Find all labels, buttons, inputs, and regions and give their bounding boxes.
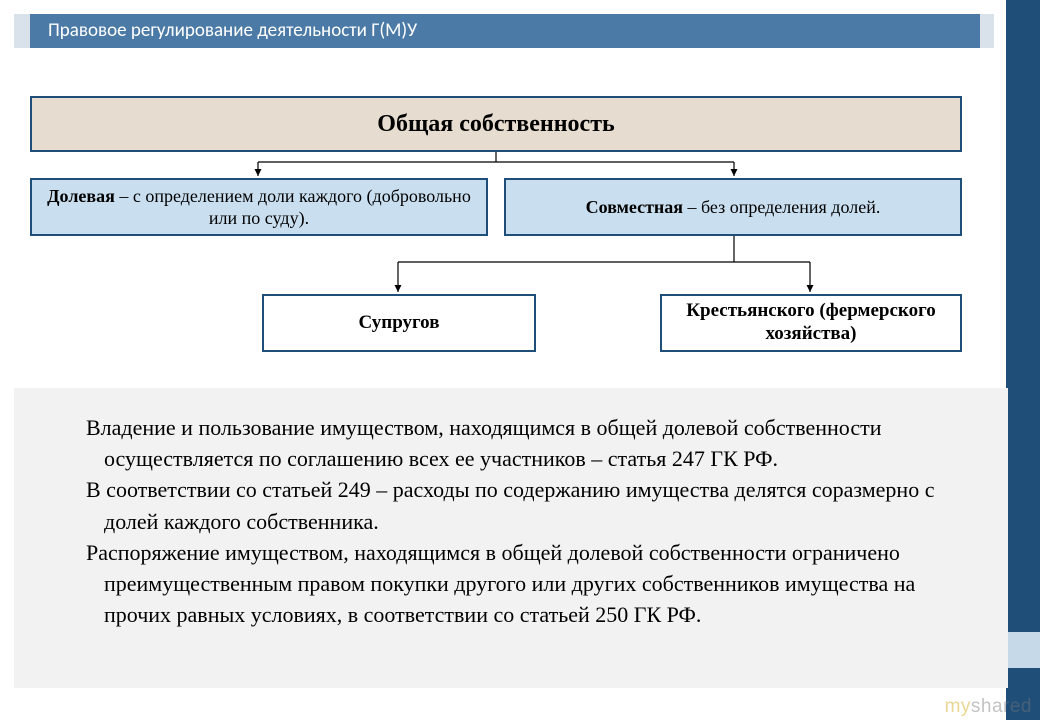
- page-title: Правовое регулирование деятельности Г(М)…: [48, 19, 417, 42]
- body-text-block: Владение и пользование имуществом, наход…: [14, 388, 1008, 688]
- diagram-level1-label-0: Долевая – с определением доли каждого (д…: [42, 185, 476, 230]
- diagram-level2-box-0: Супругов: [262, 294, 536, 352]
- body-paragraph-2: Распоряжение имуществом, находящимся в о…: [64, 537, 968, 631]
- diagram-level1-box-1: Совместная – без определения долей.: [504, 178, 962, 236]
- diagram-level2-label-1: Крестьянского (фермерского хозяйства): [668, 300, 954, 346]
- diagram-level1-box-0: Долевая – с определением доли каждого (д…: [30, 178, 488, 236]
- diagram-level2-label-0: Супругов: [359, 312, 440, 334]
- diagram-root-box: Общая собственность: [30, 96, 962, 152]
- page-header: Правовое регулирование деятельности Г(М)…: [30, 14, 980, 48]
- diagram-root-label: Общая собственность: [377, 111, 614, 138]
- body-paragraph-1: В соответствии со статьей 249 – расходы …: [64, 474, 968, 536]
- side-bar: [1006, 0, 1040, 720]
- diagram-level2-box-1: Крестьянского (фермерского хозяйства): [660, 294, 962, 352]
- diagram-level1-label-1: Совместная – без определения долей.: [586, 197, 881, 218]
- body-paragraph-0: Владение и пользование имуществом, наход…: [64, 412, 968, 474]
- watermark: myshared: [945, 696, 1032, 718]
